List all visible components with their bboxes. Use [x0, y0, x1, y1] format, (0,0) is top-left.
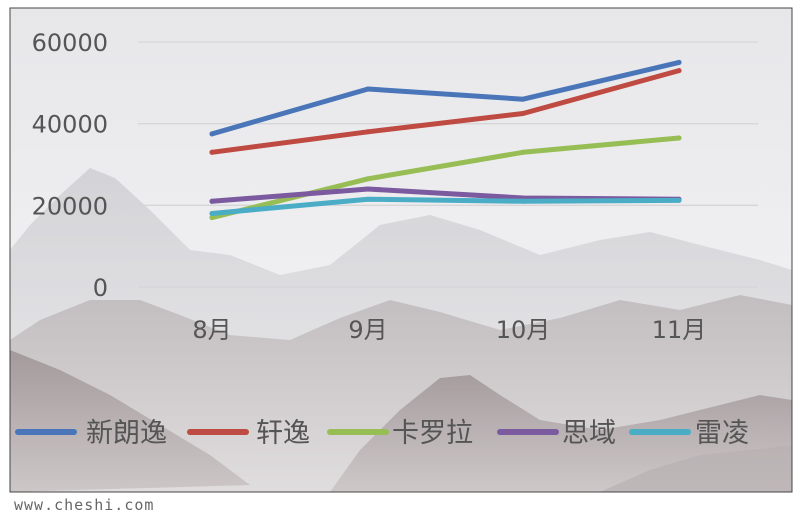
series-line-5	[209, 196, 682, 216]
series-line-1	[209, 59, 682, 137]
data-point	[209, 131, 215, 137]
data-point	[365, 129, 371, 135]
x-tick-label: 8月	[192, 316, 231, 344]
legend: 新朗逸 轩逸 卡罗拉 思域 雷凌	[15, 418, 749, 449]
watermark: www.cheshi.com	[14, 496, 154, 514]
y-tick-label: 20000	[32, 192, 108, 220]
legend-label: 思域	[562, 418, 616, 449]
legend-label: 新朗逸	[86, 418, 167, 449]
y-tick-label: 40000	[32, 111, 108, 139]
x-axis-ticks: 8月 9月 10月 11月	[192, 316, 706, 344]
x-tick-label: 10月	[496, 316, 551, 344]
x-tick-label: 11月	[652, 316, 707, 344]
series-line-2	[209, 68, 682, 155]
data-point	[365, 196, 371, 202]
series-lines	[209, 59, 682, 221]
data-point	[520, 96, 526, 102]
data-point	[520, 111, 526, 116]
legend-label: 轩逸	[256, 418, 310, 449]
x-tick-label: 9月	[348, 316, 387, 344]
legend-label: 卡罗拉	[392, 418, 473, 449]
data-point	[209, 211, 215, 216]
y-axis-ticks: 0 20000 40000 60000	[32, 29, 108, 302]
legend-label: 雷凌	[695, 418, 749, 449]
data-point	[676, 68, 682, 74]
data-point	[365, 186, 371, 192]
data-point	[365, 86, 371, 92]
data-point	[365, 176, 371, 182]
data-point	[209, 198, 215, 204]
series-line-3	[209, 135, 682, 221]
data-point	[520, 198, 526, 204]
data-point	[676, 197, 682, 203]
data-point	[520, 149, 526, 155]
data-point	[676, 135, 682, 141]
y-tick-label: 60000	[32, 29, 108, 57]
data-point	[209, 149, 215, 155]
y-tick-label: 0	[93, 274, 108, 302]
data-point	[209, 215, 215, 221]
data-point	[676, 59, 682, 65]
